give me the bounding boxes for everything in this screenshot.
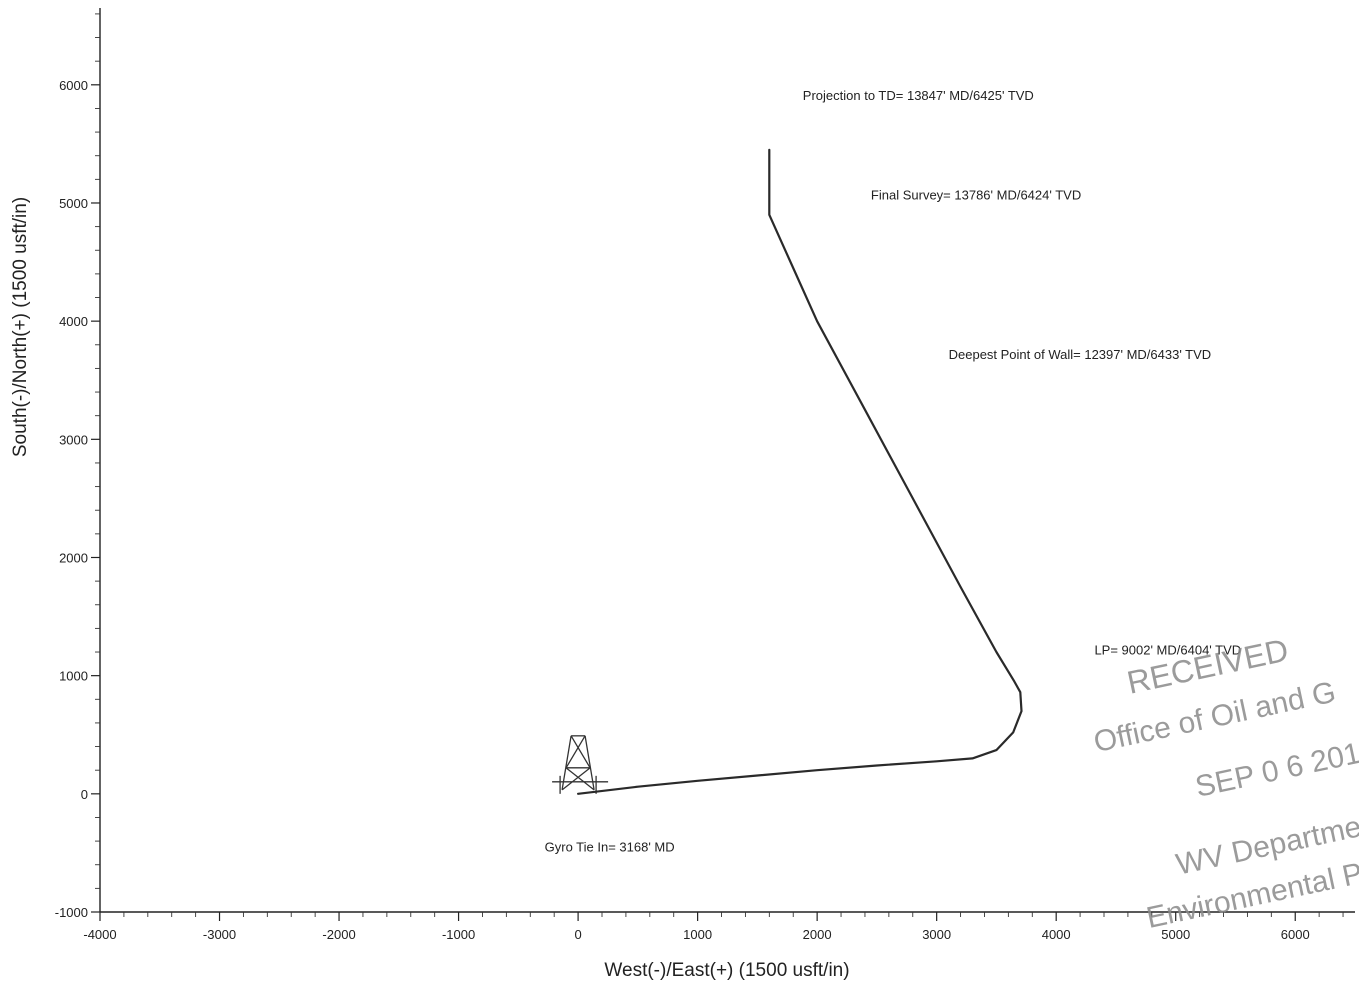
annotation-label: Gyro Tie In= 3168' MD (545, 840, 675, 855)
annotation-label: Final Survey= 13786' MD/6424' TVD (871, 187, 1081, 202)
well-path-line (577, 148, 1023, 795)
rig-strut (565, 735, 586, 769)
y-tick-label: 6000 (59, 78, 88, 93)
y-tick-label: -1000 (55, 905, 88, 920)
x-tick-label: 1000 (683, 927, 712, 942)
y-tick-label: 2000 (59, 550, 88, 565)
rig-strut (561, 767, 591, 791)
x-tick-label: 2000 (803, 927, 832, 942)
y-tick-label: 1000 (59, 669, 88, 684)
x-tick-label: -1000 (442, 927, 475, 942)
x-tick-label: 5000 (1161, 927, 1190, 942)
y-tick-label: 0 (81, 787, 88, 802)
annotations: Projection to TD= 13847' MD/6425' TVD Fin… (545, 88, 1242, 855)
annotation-label: Deepest Point of Wall= 12397' MD/6433' T… (949, 347, 1212, 362)
x-tick-label: -2000 (322, 927, 355, 942)
y-tick-label: 5000 (59, 196, 88, 211)
rig-strut (565, 767, 595, 791)
y-axis-label: South(-)/North(+) (1500 usft/in) (10, 197, 31, 457)
y-tick-label: 4000 (59, 314, 88, 329)
received-stamp: RECEIVED Office of Oil and G SEP 0 6 201… (1091, 632, 1359, 935)
y-tick-label: 3000 (59, 432, 88, 447)
x-tick-label: 3000 (922, 927, 951, 942)
x-tick-label: 6000 (1281, 927, 1310, 942)
well-path-series (577, 148, 1023, 795)
x-tick-label: -3000 (203, 927, 236, 942)
drilling-rig-icon (552, 735, 609, 794)
axes (99, 8, 1355, 913)
annotation-label: LP= 9002' MD/6404' TVD (1094, 642, 1241, 657)
rig-strut (570, 735, 591, 769)
ticks: -4000 -3000 -2000 -1000 0 1000 2000 3000 4000 500… (55, 13, 1344, 942)
annotation-label: Projection to TD= 13847' MD/6425' TVD (803, 88, 1034, 103)
rig-strut (561, 735, 572, 790)
rig-strut (584, 735, 595, 790)
x-tick-label: -4000 (83, 927, 116, 942)
x-axis-label: West(-)/East(+) (1500 usft/in) (604, 960, 849, 981)
stamp-line-date: SEP 0 6 2016 (1192, 733, 1359, 804)
x-tick-label: 0 (574, 927, 581, 942)
x-tick-label: 4000 (1042, 927, 1071, 942)
stamp-line-env: Environmental P (1144, 857, 1359, 935)
